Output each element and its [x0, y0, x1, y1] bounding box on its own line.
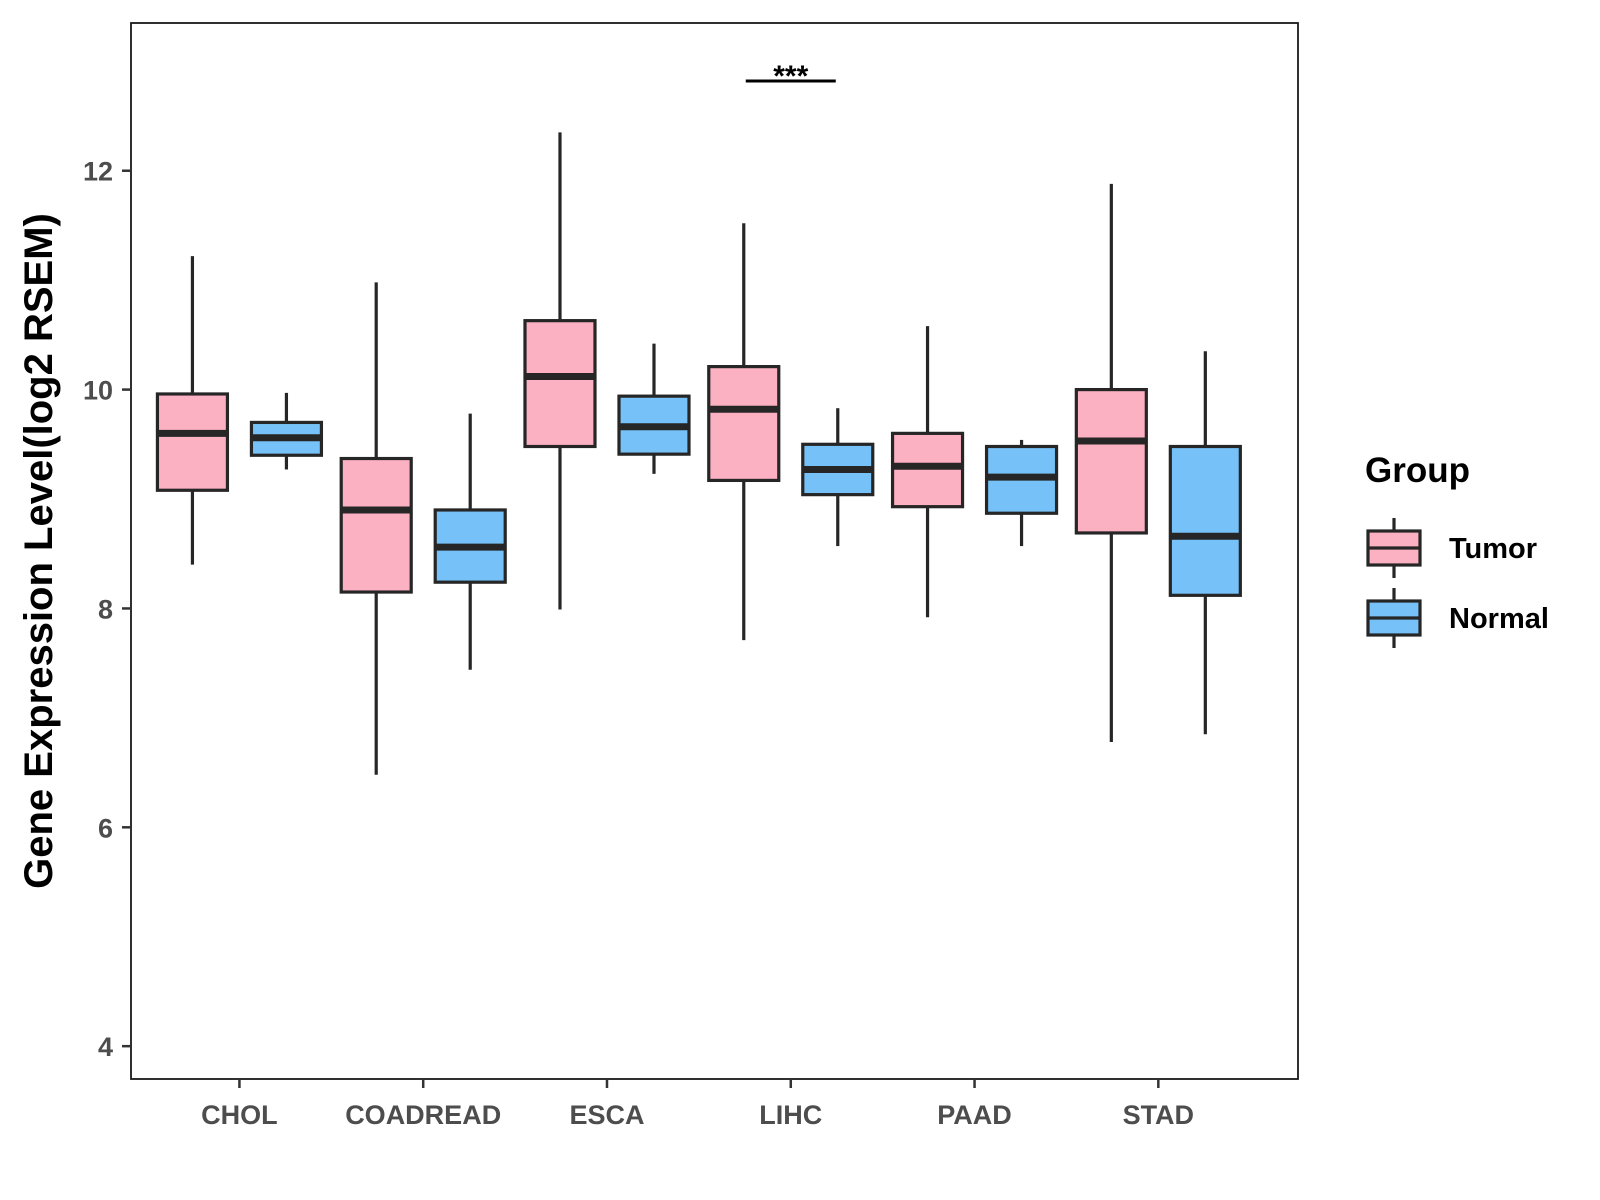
x-tick-label: STAD	[1123, 1100, 1195, 1130]
box-body	[339, 456, 413, 594]
box-normal-stad	[1168, 351, 1242, 735]
box-tumor-lihc	[707, 223, 781, 641]
legend-label-tumor: Tumor	[1449, 533, 1537, 565]
box-body	[523, 319, 597, 449]
axes: 4 6 8 10 12 CHOL COADREAD ESCA LIHC PAAD STAD	[83, 22, 1299, 1130]
box-tumor-chol	[155, 256, 230, 565]
y-tick-label: 6	[98, 813, 113, 843]
y-tick-label: 12	[83, 157, 113, 187]
legend-label-normal: Normal	[1449, 603, 1549, 635]
box-normal-esca	[617, 343, 691, 474]
box-normal-chol	[249, 392, 324, 470]
panel-border	[130, 22, 1299, 1080]
box-normal-lihc	[801, 408, 875, 547]
box-tumor-coadread	[339, 282, 413, 775]
box-body	[890, 431, 965, 509]
x-tick-label: LIHC	[759, 1100, 822, 1130]
box-tumor-esca	[523, 132, 597, 610]
box-body	[707, 365, 781, 483]
legend-key-tumor	[1366, 518, 1422, 578]
box-normal-coadread	[433, 413, 507, 670]
legend-key-normal	[1366, 588, 1422, 648]
x-tick-label: CHOL	[201, 1100, 278, 1130]
x-tick-label: PAAD	[937, 1100, 1012, 1130]
box-tumor-paad	[890, 326, 965, 618]
legend-title: Group	[1365, 451, 1470, 490]
box-body	[155, 392, 230, 492]
box-tumor-stad	[1074, 183, 1148, 742]
box-body	[1168, 444, 1242, 597]
y-axis-title: Gene Expression Level(log2 RSEM)	[17, 213, 61, 889]
x-tick-label: COADREAD	[345, 1100, 501, 1130]
y-tick-label: 8	[98, 594, 113, 624]
x-tick-label: ESCA	[569, 1100, 644, 1130]
box-body	[1074, 387, 1148, 535]
y-tick-label: 10	[83, 376, 113, 406]
box-normal-paad	[984, 439, 1059, 547]
plot-area: ***	[155, 60, 1242, 775]
legend: Group Tumor Normal	[1365, 451, 1549, 648]
y-tick-label: 4	[98, 1032, 113, 1062]
significance-label: ***	[773, 60, 808, 93]
